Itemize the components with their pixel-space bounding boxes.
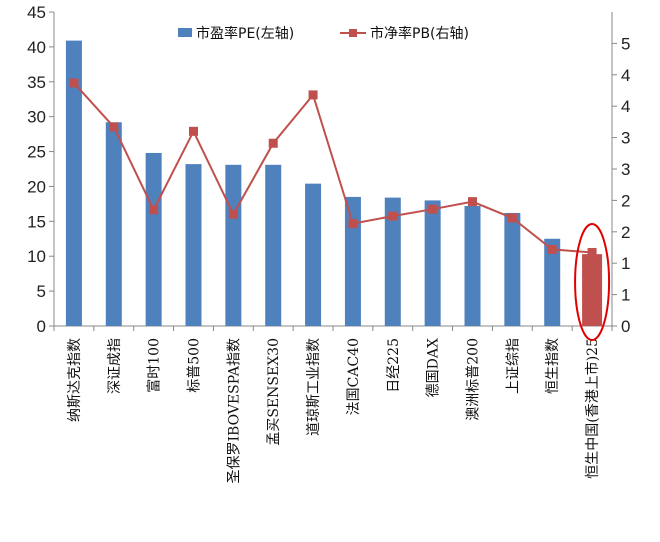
left-tick-label: 0 <box>37 317 46 336</box>
pe-bar <box>265 164 282 326</box>
right-tick-label: 5 <box>621 34 630 53</box>
right-tick-label: 2 <box>621 191 630 210</box>
category-label: 孟买SENSEX30 <box>266 338 282 446</box>
annotation <box>574 223 611 341</box>
pe-bar <box>145 152 162 326</box>
pb-point <box>507 213 517 223</box>
pb-point <box>69 78 79 88</box>
right-tick-label: 1 <box>621 254 630 273</box>
right-tick-label: 4 <box>621 66 630 85</box>
left-tick-label: 40 <box>27 38 46 57</box>
pe-bar <box>344 196 361 326</box>
category-label: 恒生指数 <box>545 338 561 394</box>
category-label: 深证成指 <box>107 338 123 394</box>
category-label: 圣保罗IBOVESPA指数 <box>226 338 242 483</box>
pe-bar <box>504 212 521 326</box>
legend-label-pb: 市净率PB(右轴) <box>370 25 469 42</box>
highlight-ellipse <box>574 223 611 341</box>
pb-point <box>348 219 358 229</box>
right-tick-label: 4 <box>621 97 630 116</box>
category-label: 标普500 <box>187 338 203 393</box>
category-label: 恒生中国(香港上市)25 <box>584 338 601 479</box>
right-tick-label: 3 <box>621 129 630 148</box>
category-labels: 纳斯达克指数 深证成指 富时100 标普500 圣保罗IBOVESPA指数 孟买SENSE… <box>67 338 601 484</box>
pb-point <box>547 244 557 254</box>
pb-point <box>428 204 438 214</box>
right-axis: 0 1 1 2 2 3 3 4 4 5 <box>611 12 630 336</box>
pe-bar <box>225 164 242 326</box>
category-label: 纳斯达克指数 <box>67 338 83 422</box>
pb-point <box>308 90 318 100</box>
pe-bar <box>582 254 603 326</box>
pb-point <box>189 126 198 136</box>
pb-point <box>468 197 477 207</box>
category-label: 德国DAX <box>426 338 442 397</box>
right-tick-label: 1 <box>621 286 630 305</box>
pb-point <box>587 248 597 258</box>
category-label: 富时100 <box>146 338 163 393</box>
left-tick-label: 45 <box>27 3 46 22</box>
pe-bar <box>544 238 561 326</box>
pe-bar <box>105 122 122 326</box>
legend-swatch-pe <box>178 28 192 37</box>
legend-label-pe: 市盈率PE(左轴) <box>196 25 294 42</box>
left-tick-label: 10 <box>27 247 46 266</box>
left-tick-label: 35 <box>27 73 46 92</box>
pb-point <box>388 211 398 221</box>
pb-point <box>109 122 119 132</box>
left-tick-label: 20 <box>27 177 46 196</box>
pe-bar <box>185 164 202 326</box>
pe-bars <box>65 40 603 327</box>
pb-series-line <box>73 82 593 254</box>
left-tick-label: 30 <box>27 108 46 127</box>
left-tick-label: 15 <box>27 212 46 231</box>
legend: 市盈率PE(左轴) 市净率PB(右轴) <box>178 25 469 42</box>
pb-line <box>69 78 597 258</box>
category-label: 上证综指 <box>505 338 521 394</box>
legend-marker-pb <box>349 29 357 37</box>
pb-point <box>268 138 278 148</box>
left-tick-label: 5 <box>37 282 46 301</box>
pe-bar <box>424 200 441 326</box>
right-tick-label: 0 <box>621 317 630 336</box>
category-label: 日经225 <box>386 338 402 393</box>
pe-bar <box>464 205 481 326</box>
category-label: 法国CAC40 <box>346 338 362 415</box>
pe-bar <box>305 183 322 326</box>
right-tick-label: 2 <box>621 223 630 242</box>
category-label: 澳洲标普200 <box>466 338 482 421</box>
pe-bar <box>384 197 401 326</box>
pb-point <box>149 205 159 215</box>
category-label: 道琼斯工业指数 <box>306 338 322 436</box>
pb-point <box>228 209 238 219</box>
pe-bar <box>65 40 82 327</box>
left-tick-label: 25 <box>27 143 46 162</box>
right-tick-label: 3 <box>621 160 630 179</box>
